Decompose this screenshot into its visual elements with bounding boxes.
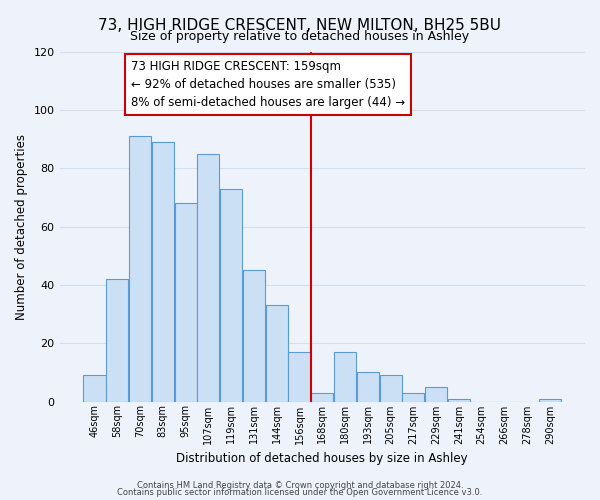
Bar <box>311 393 334 402</box>
Bar <box>106 279 128 402</box>
Text: Contains HM Land Registry data © Crown copyright and database right 2024.: Contains HM Land Registry data © Crown c… <box>137 481 463 490</box>
Bar <box>152 142 174 402</box>
Bar <box>403 393 424 402</box>
X-axis label: Distribution of detached houses by size in Ashley: Distribution of detached houses by size … <box>176 452 468 465</box>
Bar <box>357 372 379 402</box>
Text: 73 HIGH RIDGE CRESCENT: 159sqm
← 92% of detached houses are smaller (535)
8% of : 73 HIGH RIDGE CRESCENT: 159sqm ← 92% of … <box>131 60 405 110</box>
Bar <box>197 154 220 402</box>
Bar <box>220 188 242 402</box>
Text: 73, HIGH RIDGE CRESCENT, NEW MILTON, BH25 5BU: 73, HIGH RIDGE CRESCENT, NEW MILTON, BH2… <box>98 18 502 32</box>
Bar <box>448 398 470 402</box>
Bar <box>289 352 311 402</box>
Text: Contains public sector information licensed under the Open Government Licence v3: Contains public sector information licen… <box>118 488 482 497</box>
Bar <box>380 376 401 402</box>
Text: Size of property relative to detached houses in Ashley: Size of property relative to detached ho… <box>130 30 470 43</box>
Bar <box>243 270 265 402</box>
Y-axis label: Number of detached properties: Number of detached properties <box>15 134 28 320</box>
Bar <box>334 352 356 402</box>
Bar <box>175 203 197 402</box>
Bar <box>266 306 288 402</box>
Bar <box>83 376 106 402</box>
Bar <box>539 398 561 402</box>
Bar <box>425 387 447 402</box>
Bar <box>129 136 151 402</box>
